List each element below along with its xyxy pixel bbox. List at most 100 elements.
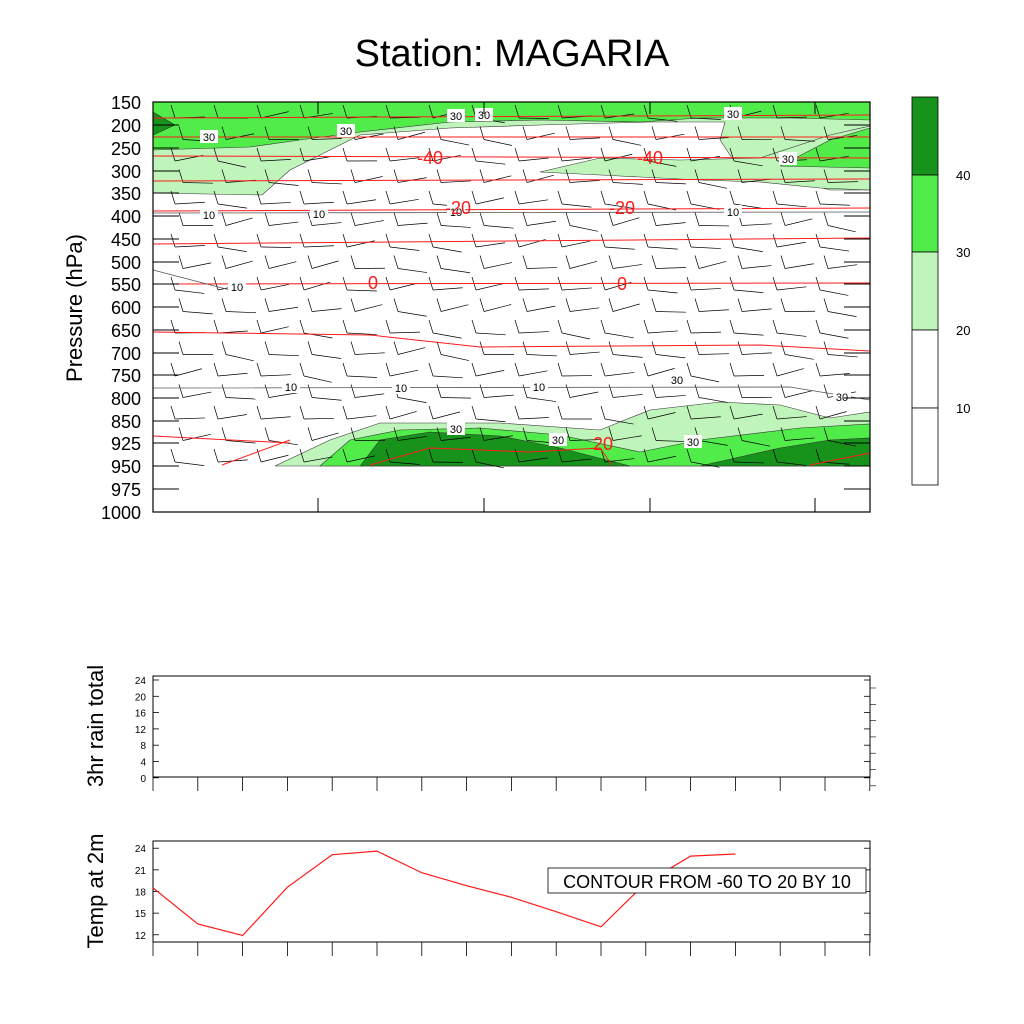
wind-label-bg (833, 390, 851, 403)
wind-barb-flag (737, 384, 743, 398)
wind-barb-flag (342, 362, 348, 377)
wind-barb-flag (780, 341, 786, 355)
wind-barb-shaft (268, 182, 299, 186)
wind-barb-flag (264, 298, 270, 312)
wind-barb-shaft (268, 392, 298, 398)
temperature-label: -40 (637, 148, 663, 168)
wind-barb-shaft (389, 331, 420, 334)
wind-barb-flag (299, 405, 305, 420)
wind-speed-label: 10 (203, 210, 215, 222)
rain-panel-frame (152, 675, 871, 778)
wind-barb-flag (772, 405, 778, 420)
wind-barb-flag (729, 190, 735, 205)
wind-barb-shaft (182, 311, 213, 315)
wind-barb-shaft (698, 137, 729, 140)
wind-barb-flag (264, 427, 270, 441)
wind-barb-flag (729, 319, 735, 334)
pressure-tick-label: 500 (111, 253, 141, 273)
cross-section-panel: 10 10 10 10 10 10 10 10 30 30 30 30 30 30 30 30 30 30 30 -4… (62, 93, 871, 523)
wind-barb-shaft (483, 435, 513, 441)
wind-barb-shaft (389, 282, 418, 291)
wind-barb-shaft (346, 415, 377, 420)
wind-barb-shaft (518, 199, 549, 205)
wind-barb-flag (221, 384, 227, 398)
wind-barb-shaft (604, 372, 635, 377)
wind-barb-flag (772, 190, 778, 205)
wind-barb-shaft (612, 354, 643, 358)
wind-barb-flag (256, 233, 262, 248)
wind-barb-flag (471, 147, 477, 162)
wind-speed-label: 30 (450, 111, 462, 123)
wind-barb-flag (608, 255, 614, 269)
wind-barb-shaft (260, 283, 290, 291)
rain-tick-label: 0 (140, 774, 146, 785)
temperature-label: -20 (445, 198, 471, 218)
temperature-contour (369, 447, 613, 466)
wind-barb-flag (557, 448, 563, 463)
wind-barb-shaft (483, 139, 513, 146)
wind-barb-shaft (518, 370, 548, 377)
wind-barb-shaft (475, 370, 505, 377)
wind-barb-shaft (776, 286, 807, 291)
wind-barb-flag (600, 190, 606, 205)
temperature-contour (809, 452, 871, 466)
wind-barb-shaft (827, 264, 858, 269)
wind-barb-flag (170, 233, 176, 248)
wind-barb-flag (256, 147, 262, 162)
wind-barb-flag (514, 104, 520, 119)
wind-barb-flag (737, 169, 743, 183)
wind-barb-shaft (741, 440, 771, 447)
wind-barb-flag (557, 362, 563, 377)
temp-axis: 24 21 18 15 12 (135, 844, 871, 956)
wind-barb-flag (256, 405, 262, 420)
wind-barb-flag (522, 341, 528, 355)
wind-barb-shaft (655, 440, 686, 442)
wind-barb-shaft (604, 332, 634, 339)
wind-barb-shaft (690, 416, 721, 420)
wind-barb-shaft (260, 159, 291, 162)
wind-barb-flag (780, 212, 786, 226)
wind-barb-flag (815, 147, 821, 162)
temperature-contour (152, 237, 871, 245)
wind-barb-flag (385, 190, 391, 205)
wind-barb-shaft (733, 413, 763, 420)
wind-barb-flag (428, 448, 434, 463)
wind-barb-shaft (776, 203, 807, 208)
wind-barb-shaft (819, 289, 849, 296)
pressure-tick-label: 300 (111, 162, 141, 182)
pressure-tick-label: 975 (111, 480, 141, 500)
colorbar-segment (911, 174, 939, 253)
wind-barb-shaft (784, 139, 815, 142)
wind-barb-shaft (741, 352, 772, 355)
wind-barb-flag (522, 212, 528, 226)
wind-fill-region (152, 101, 871, 151)
wind-label-bg (447, 109, 465, 122)
colorbar-segment (911, 96, 939, 176)
wind-barb-shaft (612, 264, 643, 269)
wind-barb-flag (393, 341, 399, 355)
wind-speed-label: 10 (231, 282, 243, 294)
temp-tick-label: 24 (135, 844, 147, 855)
wind-barb-flag (393, 427, 399, 441)
wind-barb-shaft (612, 303, 640, 312)
wind-label-bg (200, 130, 218, 143)
wind-barb-flag (729, 405, 735, 420)
wind-label-bg (668, 373, 686, 386)
wind-barb-shaft (569, 307, 600, 312)
wind-barb-shaft (260, 111, 289, 119)
wind-speed-label: 30 (450, 424, 462, 436)
wind-barb-shaft (604, 418, 634, 425)
wind-barb-flag (815, 104, 821, 119)
wind-barb-flag (522, 126, 528, 140)
wind-barb-flag (780, 427, 786, 441)
wind-barb-shaft (776, 368, 804, 377)
wind-barb-shaft (526, 174, 555, 183)
wind-barb-shaft (561, 203, 592, 208)
wind-barb-flag (772, 448, 778, 463)
pressure-tick-label: 950 (111, 457, 141, 477)
wind-barb-shaft (432, 246, 462, 253)
wind-barb-flag (686, 405, 692, 420)
wind-barb-shaft (518, 417, 549, 420)
wind-barb-flag (299, 319, 305, 334)
wind-barb-shaft (733, 203, 763, 209)
